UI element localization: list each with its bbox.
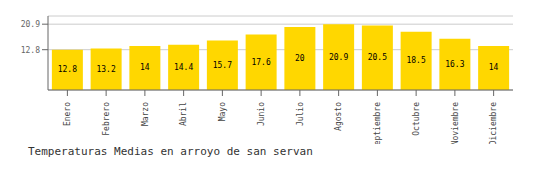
svg-text:20.5: 20.5	[368, 53, 387, 62]
svg-text:17.6: 17.6	[251, 58, 270, 67]
svg-text:Junio: Junio	[257, 102, 266, 126]
svg-text:20: 20	[295, 54, 305, 63]
svg-text:20.9: 20.9	[329, 53, 348, 62]
svg-text:Noviembre: Noviembre	[451, 102, 460, 144]
svg-text:14: 14	[489, 63, 499, 72]
svg-text:14: 14	[140, 63, 150, 72]
svg-text:16.3: 16.3	[445, 60, 464, 69]
svg-text:13.2: 13.2	[96, 65, 115, 74]
svg-text:12.8: 12.8	[58, 65, 77, 74]
svg-text:15.7: 15.7	[213, 61, 232, 70]
svg-text:Octubre: Octubre	[412, 102, 421, 136]
svg-text:Diciembre: Diciembre	[489, 102, 498, 144]
svg-text:12.8: 12.8	[21, 46, 40, 55]
svg-text:Septiembre: Septiembre	[373, 102, 382, 144]
svg-text:Abril: Abril	[179, 102, 188, 126]
svg-text:Enero: Enero	[63, 102, 72, 126]
svg-text:Marzo: Marzo	[141, 102, 150, 126]
svg-text:14.4: 14.4	[174, 63, 193, 72]
svg-text:Agosto: Agosto	[334, 102, 343, 131]
svg-text:Mayo: Mayo	[218, 102, 227, 121]
html-text:Temperaturas Medias en arroyo: Temperaturas Medias en arroyo de san ser…	[28, 145, 313, 158]
svg-text:Julio: Julio	[296, 102, 305, 126]
svg-text:18.5: 18.5	[406, 56, 425, 65]
svg-text:Febrero: Febrero	[102, 102, 111, 136]
svg-text:20.9: 20.9	[21, 20, 40, 29]
